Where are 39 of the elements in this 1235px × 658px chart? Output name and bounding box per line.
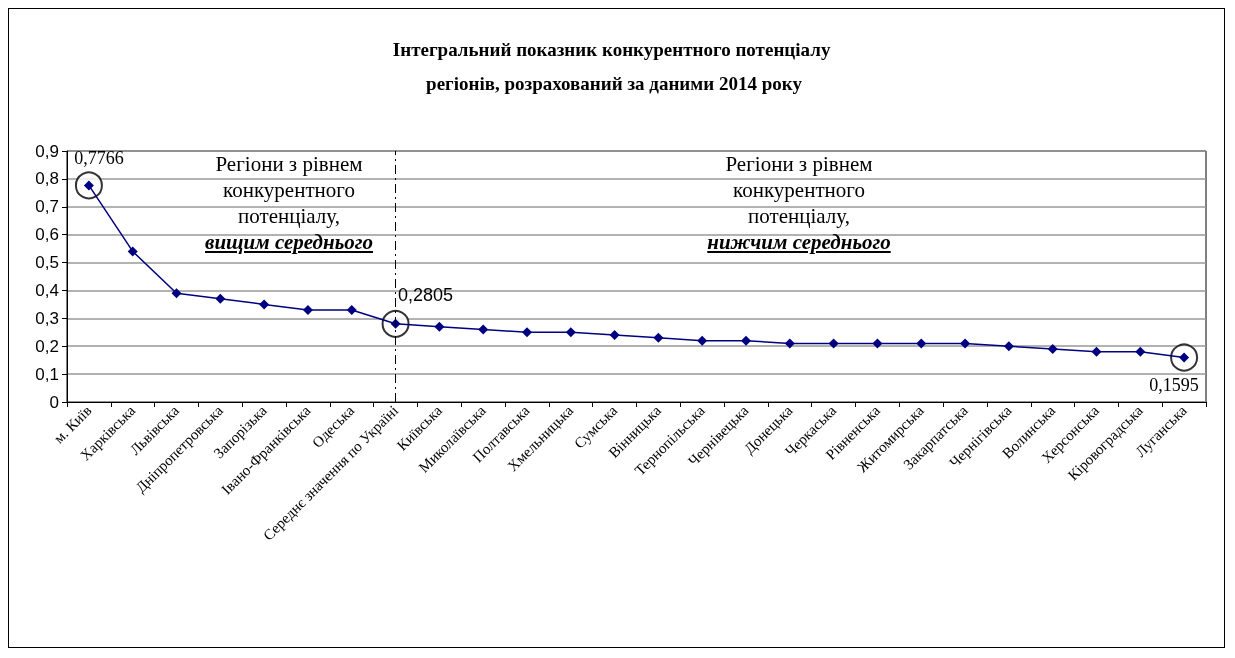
y-tick-label: 0,3 — [35, 308, 59, 328]
y-tick-label: 0,5 — [35, 253, 59, 273]
point — [127, 246, 138, 257]
point — [960, 338, 971, 349]
point — [828, 338, 839, 349]
point — [478, 324, 489, 335]
y-tick-label: 0,7 — [35, 197, 59, 217]
y-tick-label: 0,6 — [35, 225, 59, 245]
point — [171, 288, 182, 299]
point — [784, 338, 795, 349]
point — [302, 304, 313, 315]
point — [565, 327, 576, 338]
point — [872, 338, 883, 349]
chart-title: Інтегральний показник конкурентного потенціалу регіонів, розрахований за даними 2014 року — [392, 38, 836, 94]
point — [521, 327, 532, 338]
point — [1047, 344, 1058, 355]
point — [434, 321, 445, 332]
annotation: Регіони з рівнем конкурентного потенціалу, вищим середнього — [204, 151, 374, 255]
y-tick-label: 0,2 — [35, 336, 59, 356]
y-tick-label: 0,1 — [35, 364, 59, 384]
y-tick-label: 0,4 — [35, 280, 59, 300]
data-label: 0,7766 — [74, 148, 124, 169]
point — [346, 304, 357, 315]
y-tick-label: 0 — [49, 392, 59, 412]
point — [741, 335, 752, 346]
y-tick-label: 0,8 — [35, 169, 59, 189]
point — [653, 332, 664, 343]
point — [916, 338, 927, 349]
point — [215, 293, 226, 304]
point — [697, 335, 708, 346]
annotation: Регіони з рівнем конкурентного потенціалу, нижчим середнього — [706, 151, 892, 255]
point — [1003, 341, 1014, 352]
data-label: 0,1595 — [1149, 374, 1199, 395]
data-label: 0,2805 — [398, 284, 454, 305]
y-tick-label: 0,9 — [35, 141, 59, 161]
point — [609, 330, 620, 341]
point — [1091, 346, 1102, 357]
point — [259, 299, 270, 310]
point — [1135, 346, 1146, 357]
